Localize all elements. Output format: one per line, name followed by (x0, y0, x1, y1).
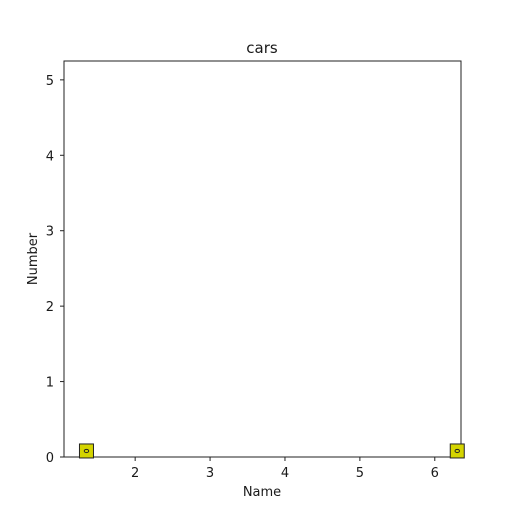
data-point-center (454, 448, 460, 454)
data-point (78, 443, 94, 459)
y-tick-label: 1 (46, 376, 54, 391)
data-points (78, 443, 465, 459)
plot-area-frame (63, 60, 462, 458)
y-tick-label: 0 (46, 451, 54, 466)
data-point-marker (449, 443, 465, 459)
data-point-center (83, 448, 90, 454)
x-axis-title: Name (243, 485, 281, 500)
x-tick-label: 2 (131, 466, 139, 481)
data-point-marker (78, 443, 94, 459)
y-tick-label: 3 (46, 225, 54, 240)
chart-title: cars (246, 39, 278, 57)
x-tick-label: 3 (206, 466, 214, 481)
data-point (449, 443, 465, 459)
y-tick-label: 4 (46, 149, 54, 164)
x-tick-label: 4 (281, 466, 289, 481)
y-axis-title: Number (26, 232, 41, 285)
x-tick-label: 6 (431, 466, 439, 481)
x-tick-label: 5 (356, 466, 364, 481)
x-axis-ticks: 2 3 4 5 6 (131, 457, 439, 481)
y-tick-label: 2 (46, 300, 54, 315)
y-axis-ticks: 0 1 2 3 4 5 (46, 74, 64, 466)
y-tick-label: 5 (46, 74, 54, 89)
